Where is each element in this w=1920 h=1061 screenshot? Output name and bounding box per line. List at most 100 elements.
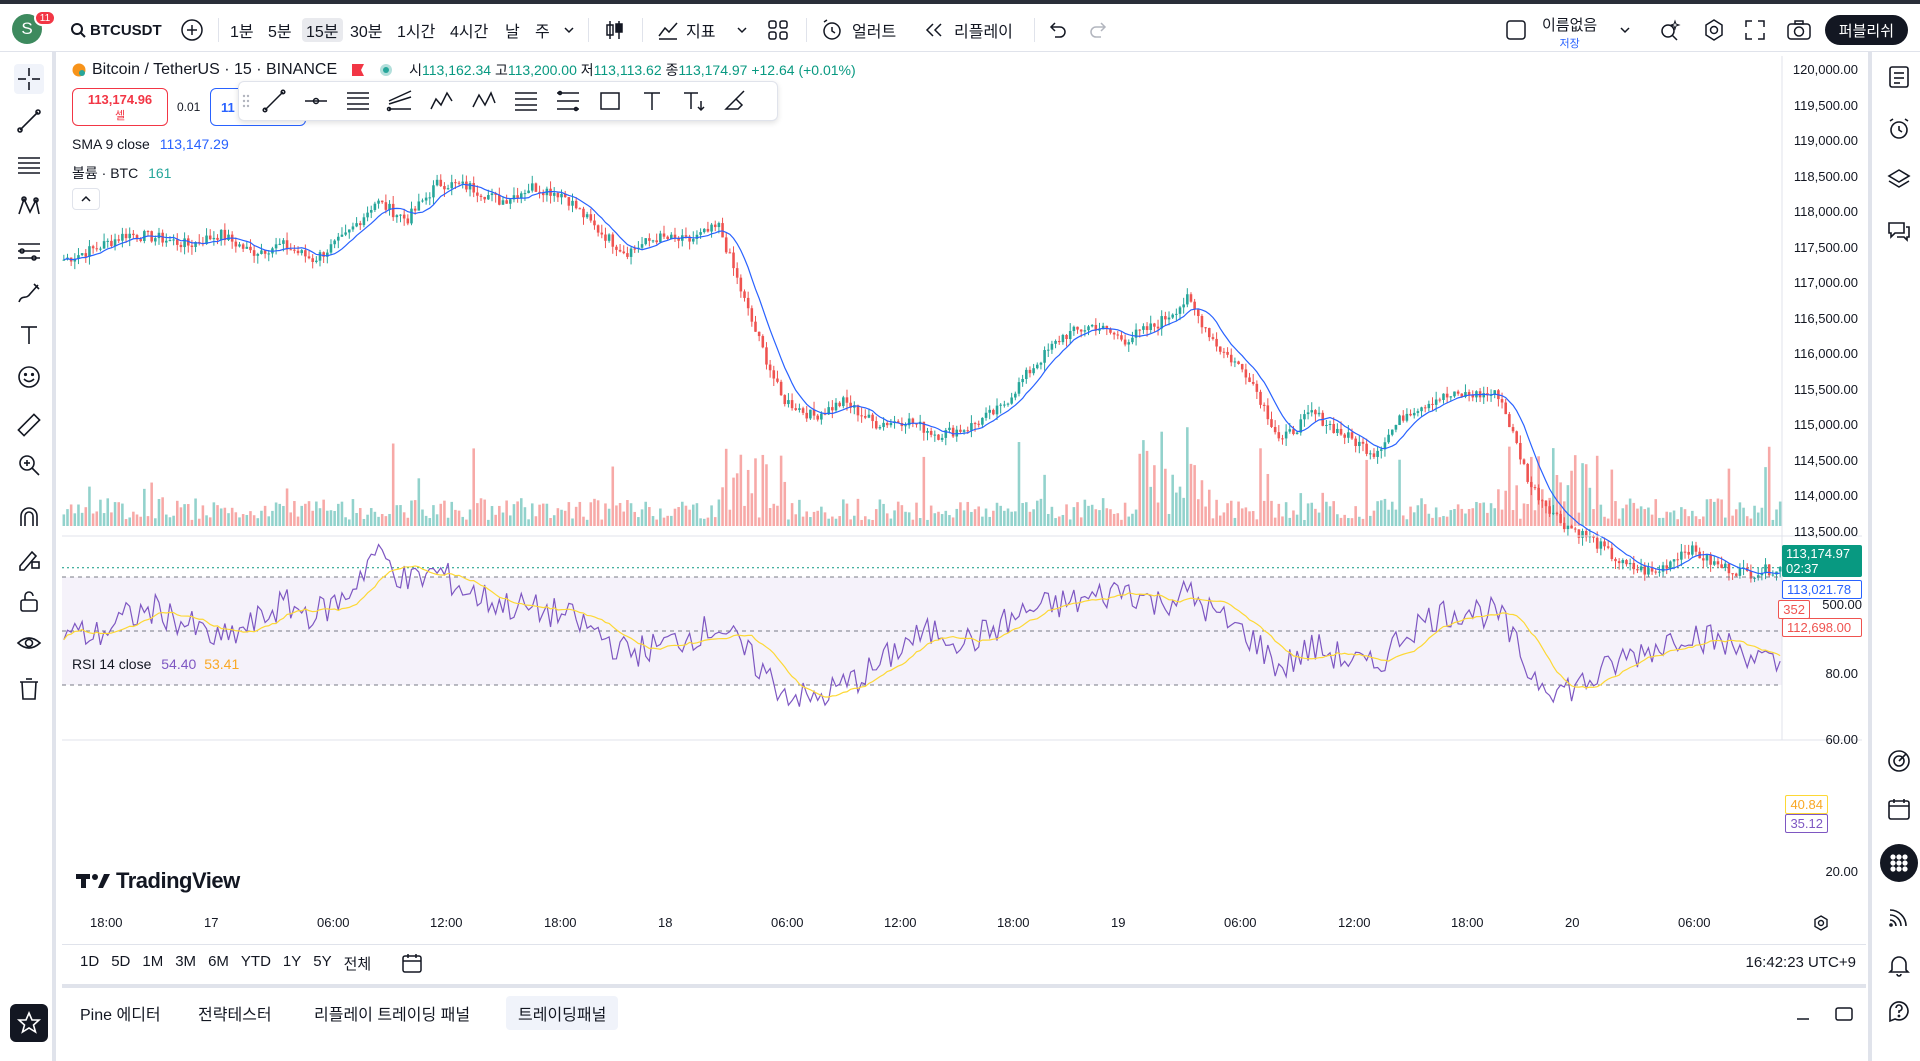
range-button-1y[interactable]: 1Y: [282, 953, 302, 970]
volume-legend[interactable]: 볼륨 · BTC 161: [72, 163, 171, 183]
collapse-legend-button[interactable]: [72, 188, 100, 210]
range-button-5y[interactable]: 5Y: [313, 953, 332, 970]
delete-tool[interactable]: [14, 674, 44, 704]
volume-bar: [296, 516, 300, 526]
range-button-전체[interactable]: 전체: [343, 956, 372, 973]
timeframe-1m[interactable]: 1분: [230, 18, 254, 42]
indicators-button[interactable]: 지표: [656, 18, 715, 42]
timeframe-dropdown[interactable]: [562, 18, 576, 42]
tab-replay-trading[interactable]: 리플레이 트레이딩 패널: [302, 996, 482, 1030]
settings-button[interactable]: [1702, 18, 1726, 42]
zoom-tool[interactable]: [14, 450, 44, 480]
timeframe-30m[interactable]: 30분: [350, 18, 383, 42]
apps-button[interactable]: [1880, 844, 1918, 882]
minimize-panel-button[interactable]: [1794, 1006, 1812, 1027]
price-chart[interactable]: [62, 56, 1862, 986]
abc-pattern-tool[interactable]: [463, 85, 505, 117]
measure-tool[interactable]: [14, 410, 44, 440]
anchored-text-tool[interactable]: [673, 85, 715, 117]
emoji-tool[interactable]: [14, 362, 44, 392]
brush-tool[interactable]: [14, 278, 44, 308]
timeframe-15m[interactable]: 15분: [302, 18, 343, 42]
rectangle-tool[interactable]: [589, 85, 631, 117]
object-tree-button[interactable]: [1884, 164, 1914, 194]
parallel-channel-tool[interactable]: [337, 85, 379, 117]
volume-bar: [457, 510, 461, 526]
fib-tool[interactable]: [14, 150, 44, 180]
notifications-button[interactable]: [1884, 950, 1914, 980]
range-button-5d[interactable]: 5D: [111, 953, 131, 970]
fib-extension-tool[interactable]: [547, 85, 589, 117]
horizontal-ray-tool[interactable]: [295, 85, 337, 117]
chart-type-button[interactable]: [602, 18, 626, 42]
candle-body: [1709, 554, 1712, 565]
timeframe-4h[interactable]: 4시간: [450, 18, 488, 42]
layout-name-button[interactable]: 이름없음 저장: [1542, 14, 1597, 50]
range-button-6m[interactable]: 6M: [208, 953, 229, 970]
indicators-dropdown[interactable]: [735, 18, 749, 42]
visibility-tool[interactable]: [14, 628, 44, 658]
calendar-button[interactable]: [1884, 794, 1914, 824]
compare-symbol-button[interactable]: [180, 18, 204, 42]
candle-body: [1643, 566, 1647, 575]
layout-dropdown[interactable]: [1618, 18, 1632, 42]
eraser-tool[interactable]: [715, 85, 757, 117]
timeframe-week[interactable]: 주: [535, 18, 550, 42]
elliott-wave-tool[interactable]: [421, 85, 463, 117]
draw-mode-tool[interactable]: [14, 544, 44, 574]
tradingview-watermark[interactable]: TradingView: [76, 868, 240, 894]
timeframe-5m[interactable]: 5분: [268, 18, 292, 42]
go-to-date-button[interactable]: [400, 951, 424, 978]
maximize-panel-button[interactable]: [1834, 1004, 1854, 1027]
candle-body: [992, 409, 995, 415]
symbol-search-button[interactable]: BTCUSDT: [70, 18, 162, 42]
sell-button[interactable]: 113,174.96 셀: [72, 88, 168, 126]
trend-line-tool[interactable]: [14, 106, 44, 136]
favorites-tool[interactable]: [10, 1004, 48, 1042]
snapshot-button[interactable]: [1786, 18, 1812, 42]
drag-handle[interactable]: [239, 91, 253, 111]
pattern-icon: [18, 196, 40, 215]
timeframe-day[interactable]: 날: [505, 18, 520, 42]
tab-pine-editor[interactable]: Pine 에디터: [68, 996, 173, 1030]
watchlist-button[interactable]: [1884, 62, 1914, 92]
redo-button[interactable]: [1088, 18, 1110, 42]
templates-button[interactable]: [767, 18, 789, 42]
signals-button[interactable]: [1884, 902, 1914, 932]
sma-legend[interactable]: SMA 9 close 113,147.29: [72, 136, 229, 152]
pattern-tool[interactable]: [14, 192, 44, 222]
text-tool[interactable]: [14, 320, 44, 350]
undo-button[interactable]: [1046, 18, 1068, 42]
high-label: 고: [494, 62, 508, 78]
range-button-3m[interactable]: 3M: [175, 953, 197, 970]
fib-retracement-tool[interactable]: [505, 85, 547, 117]
fullscreen-button[interactable]: [1744, 18, 1766, 42]
tab-strategy-tester[interactable]: 전략테스터: [186, 996, 284, 1030]
alerts-button[interactable]: [1884, 114, 1914, 144]
tab-trading-panel[interactable]: 트레이딩패널: [506, 996, 619, 1030]
chat-button[interactable]: [1884, 216, 1914, 246]
range-button-ytd[interactable]: YTD: [240, 953, 271, 970]
layout-select-button[interactable]: [1505, 18, 1527, 42]
lock-tool[interactable]: [14, 586, 44, 616]
publish-button[interactable]: 퍼블리쉬: [1824, 15, 1908, 45]
alert-button[interactable]: 얼러트: [820, 18, 896, 42]
help-button[interactable]: [1884, 996, 1914, 1026]
crosshair-tool[interactable]: [14, 64, 44, 94]
replay-button[interactable]: 리플레이: [922, 18, 1013, 42]
timeframe-1h[interactable]: 1시간: [397, 18, 435, 42]
quick-search-button[interactable]: [1658, 18, 1682, 42]
candle-body: [772, 370, 776, 379]
rsi-legend[interactable]: RSI 14 close 54.40 53.41: [72, 656, 239, 672]
forecast-tool[interactable]: [14, 236, 44, 266]
text-tool-floating[interactable]: [631, 85, 673, 117]
magnet-tool[interactable]: [14, 502, 44, 532]
range-button-1d[interactable]: 1D: [80, 953, 100, 970]
clock[interactable]: 16:42:23 UTC+9: [1745, 954, 1857, 971]
screener-button[interactable]: [1884, 746, 1914, 776]
volume-bar: [190, 519, 194, 526]
fib-fan-tool[interactable]: [379, 85, 421, 117]
range-button-1m[interactable]: 1M: [142, 953, 164, 970]
timezone-settings-button[interactable]: [1812, 914, 1830, 935]
line-tool[interactable]: [253, 85, 295, 117]
